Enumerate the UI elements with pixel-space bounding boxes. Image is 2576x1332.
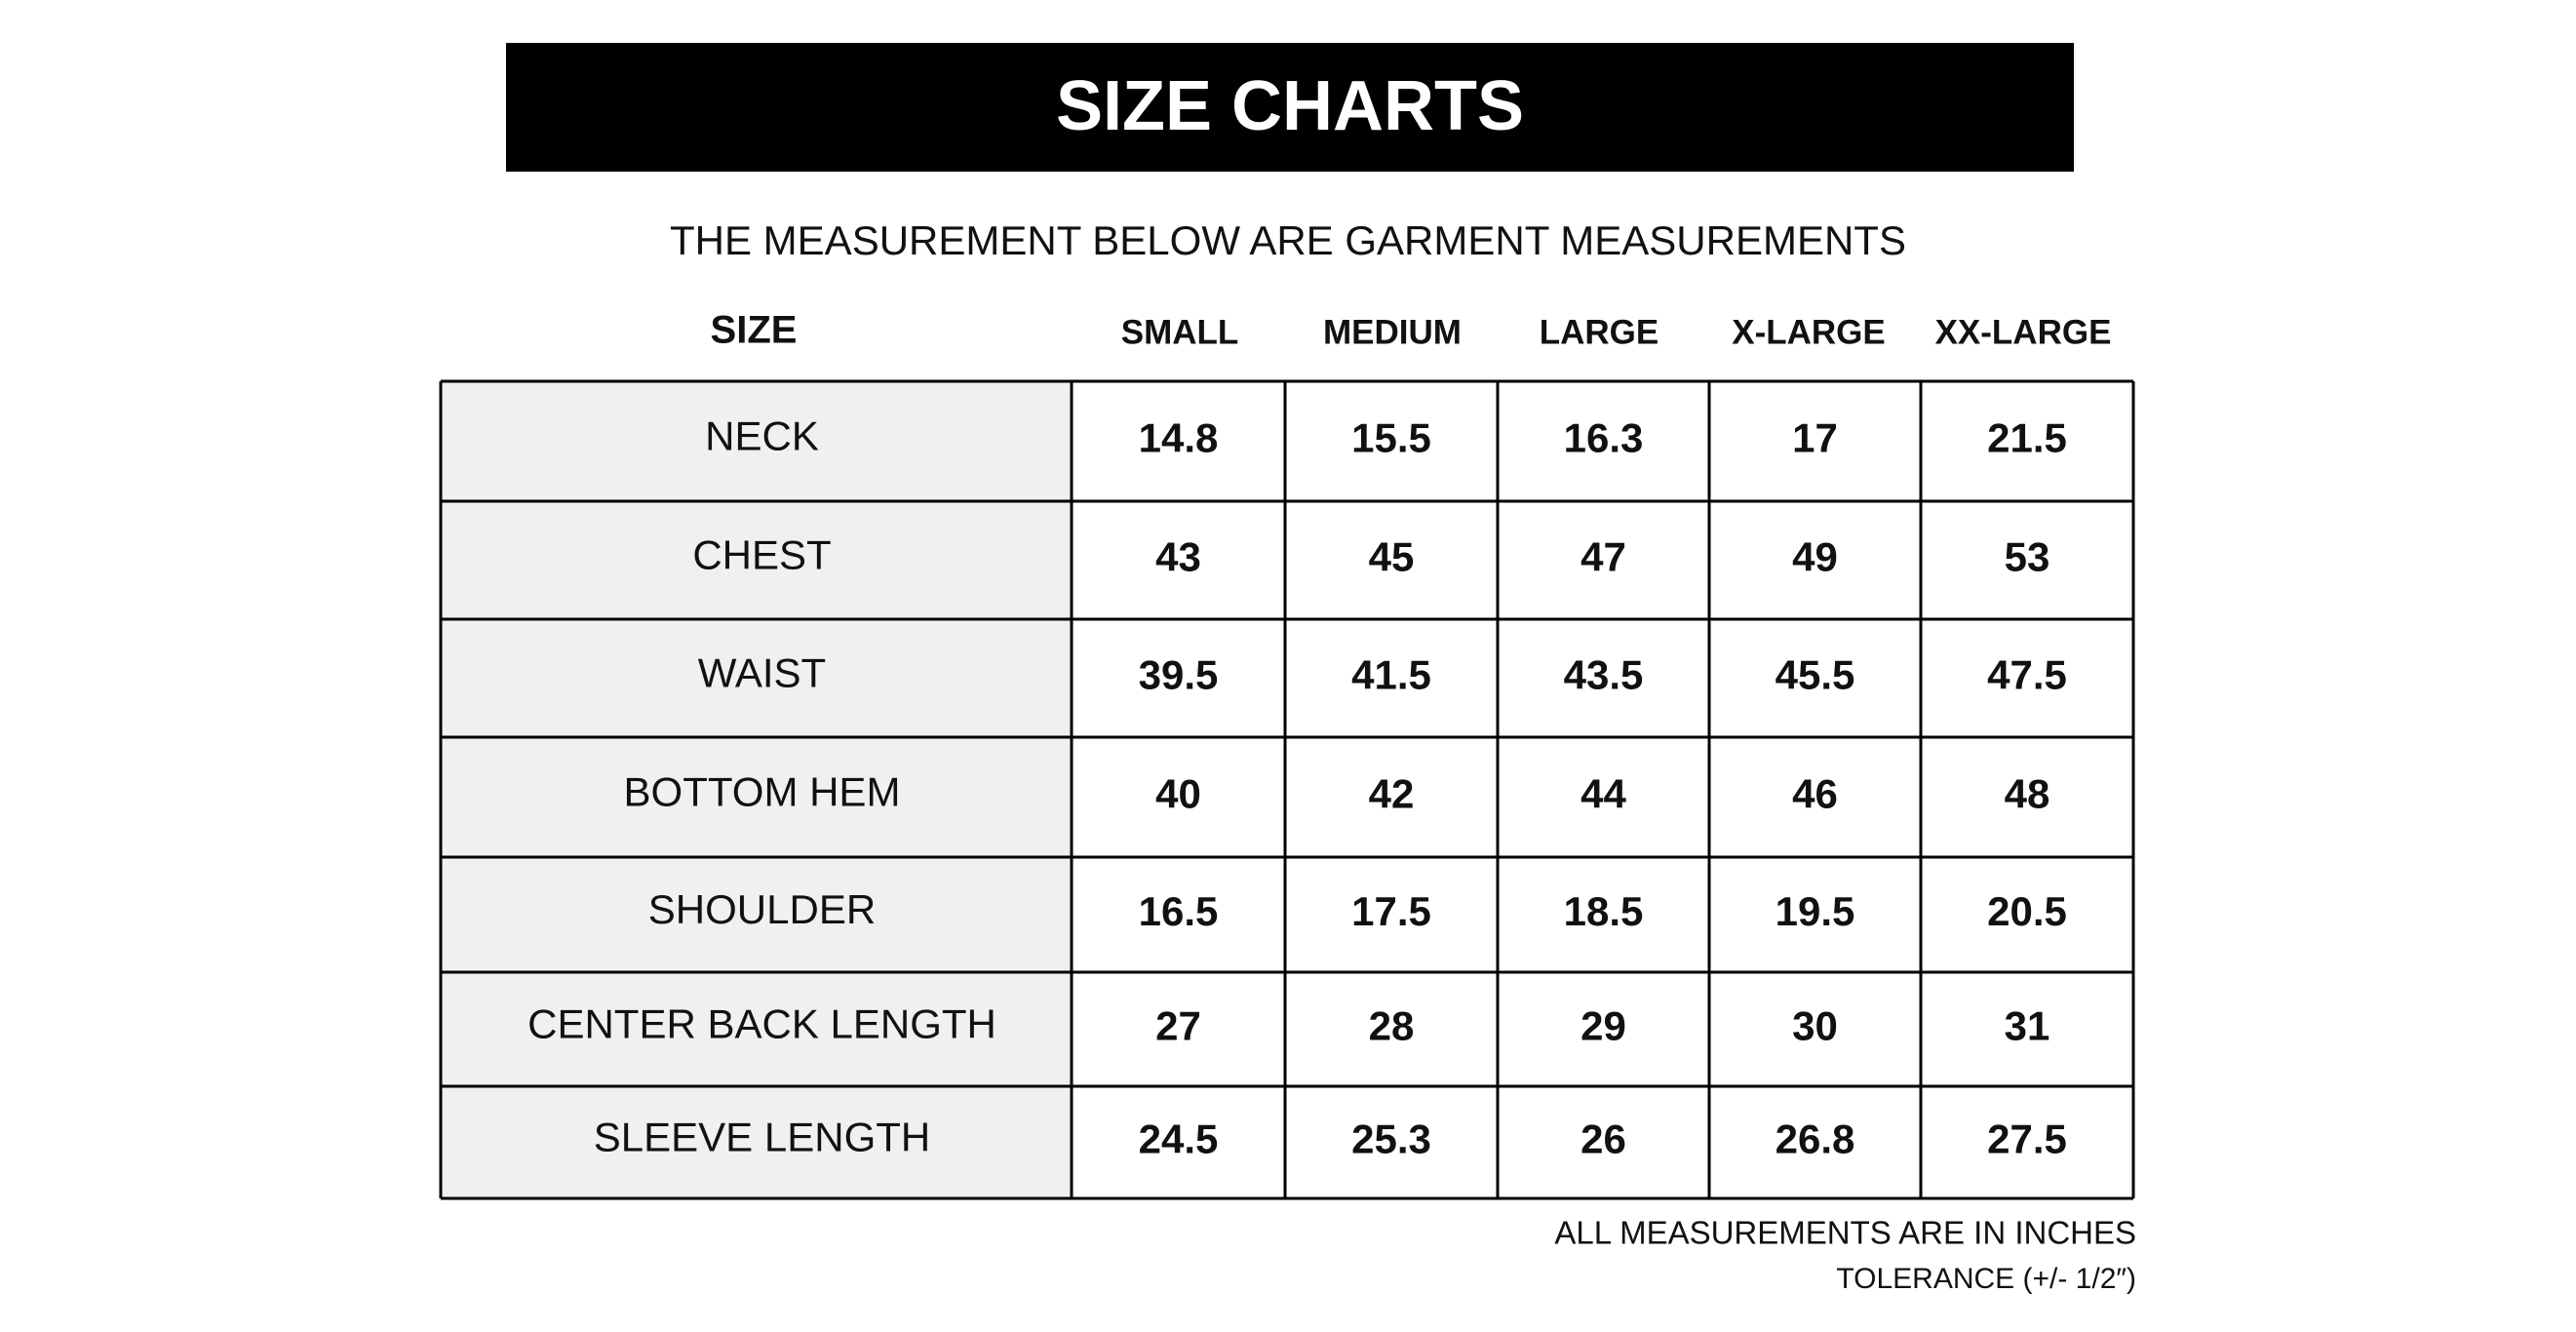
cell-value: 45 (1369, 534, 1415, 580)
cell-value: 20.5 (1987, 888, 2067, 934)
cell-value: 26.8 (1776, 1117, 1855, 1162)
row-label: NECK (705, 413, 819, 459)
tolerance-note: TOLERANCE (+/- 1/2″) (1836, 1263, 2136, 1295)
cell-value: 48 (2005, 771, 2050, 817)
cell-value: 27 (1155, 1003, 1201, 1049)
label-column-bg (441, 381, 1072, 1198)
row-label: SLEEVE LENGTH (594, 1115, 930, 1160)
cell-value: 40 (1155, 771, 1201, 817)
cell-value: 27.5 (1987, 1117, 2067, 1162)
row-label: SHOULDER (648, 886, 876, 932)
cell-value: 43 (1155, 534, 1201, 580)
cell-value: 21.5 (1987, 415, 2067, 461)
row-label: BOTTOM HEM (624, 769, 901, 815)
cell-value: 18.5 (1564, 888, 1644, 934)
row-label: WAIST (698, 650, 826, 696)
cell-value: 24.5 (1139, 1117, 1219, 1162)
cell-value: 28 (1369, 1003, 1415, 1049)
row-label: CHEST (692, 532, 831, 578)
cell-value: 44 (1581, 771, 1626, 817)
cell-value: 47 (1581, 534, 1626, 580)
cell-value: 14.8 (1139, 415, 1219, 461)
cell-value: 49 (1792, 534, 1838, 580)
cell-value: 45.5 (1776, 652, 1855, 698)
column-header: XX-LARGE (1935, 313, 2112, 351)
cell-value: 30 (1792, 1003, 1838, 1049)
cell-value: 46 (1792, 771, 1838, 817)
row-label: CENTER BACK LENGTH (527, 1001, 996, 1047)
cell-value: 29 (1581, 1003, 1626, 1049)
subtitle: THE MEASUREMENT BELOW ARE GARMENT MEASUR… (670, 217, 1906, 263)
cell-value: 16.5 (1139, 888, 1219, 934)
cell-value: 26 (1581, 1117, 1626, 1162)
column-header: MEDIUM (1323, 313, 1462, 351)
cell-value: 41.5 (1351, 652, 1431, 698)
cell-value: 17 (1792, 415, 1838, 461)
cell-value: 43.5 (1564, 652, 1644, 698)
column-header: SMALL (1121, 313, 1239, 351)
cell-value: 31 (2005, 1003, 2050, 1049)
title: SIZE CHARTS (1056, 67, 1524, 145)
title-banner (506, 43, 2074, 172)
cell-value: 16.3 (1564, 415, 1644, 461)
cell-value: 25.3 (1351, 1117, 1431, 1162)
cell-value: 15.5 (1351, 415, 1431, 461)
cell-value: 42 (1369, 771, 1415, 817)
cell-value: 53 (2005, 534, 2050, 580)
cell-value: 17.5 (1351, 888, 1431, 934)
units-note: ALL MEASUREMENTS ARE IN INCHES (1554, 1215, 2136, 1251)
column-header: X-LARGE (1732, 313, 1886, 351)
column-header: SIZE (711, 309, 798, 352)
cell-value: 47.5 (1987, 652, 2067, 698)
column-header: LARGE (1540, 313, 1659, 351)
cell-value: 39.5 (1139, 652, 1219, 698)
cell-value: 19.5 (1776, 888, 1855, 934)
